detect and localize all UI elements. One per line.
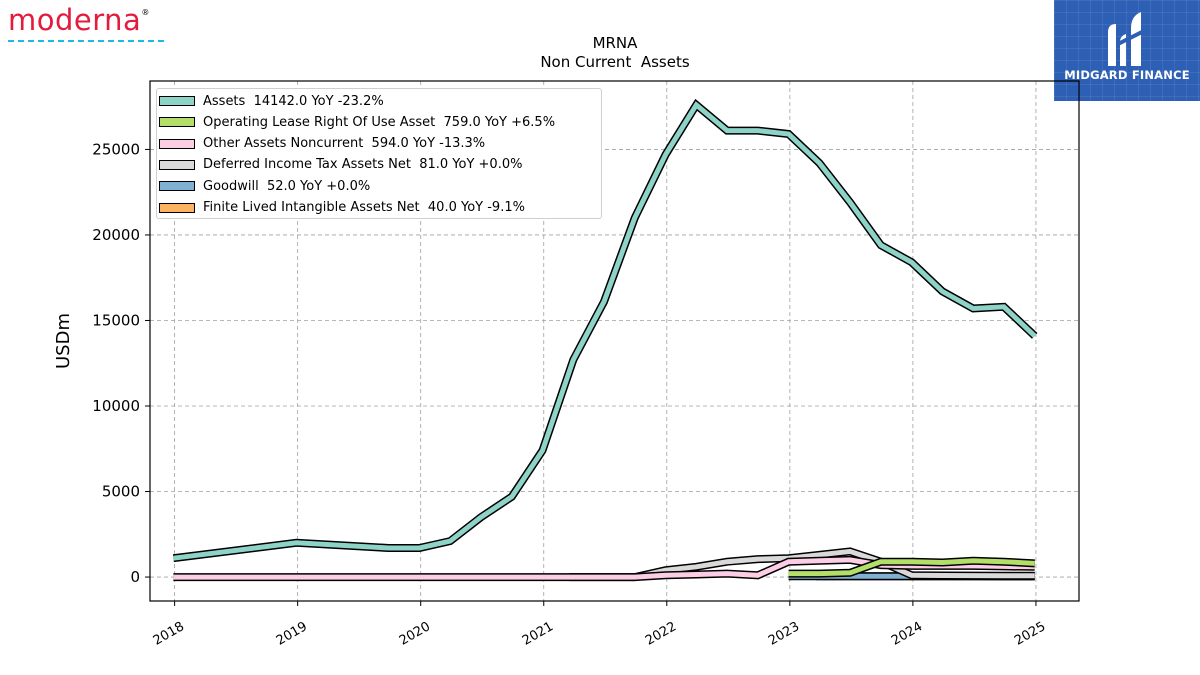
legend-item: Goodwill 52.0 YoY +0.0% (159, 177, 370, 195)
x-tick-label: 2019 (274, 619, 310, 649)
legend-label: Assets 14142.0 YoY -23.2% (203, 93, 384, 109)
x-tick-label: 2020 (397, 619, 433, 649)
moderna-logo-text: moderna (8, 3, 142, 37)
x-tick-label: 2018 (151, 619, 187, 649)
legend-label: Operating Lease Right Of Use Asset 759.0… (203, 114, 556, 130)
chart-title: MRNA (593, 34, 639, 52)
legend-swatch (159, 117, 195, 128)
legend-swatch (159, 181, 195, 192)
legend-label: Other Assets Noncurrent 594.0 YoY -13.3% (203, 136, 486, 152)
legend-label: Finite Lived Intangible Assets Net 40.0 … (203, 200, 525, 215)
legend-swatch (159, 202, 195, 213)
x-tick-label: 2025 (1012, 619, 1048, 649)
series-line-operating-lease-right-of-use-asset (788, 556, 1035, 578)
legend-item: Deferred Income Tax Assets Net 81.0 YoY … (159, 156, 522, 174)
midgard-finance-logo: MIDGARD FINANCE (1054, 0, 1200, 101)
y-tick-label: 25000 (92, 140, 140, 158)
legend-swatch (159, 96, 195, 106)
series-line-deferred-income-tax-assets-net (569, 547, 1035, 582)
legend-label: Deferred Income Tax Assets Net 81.0 YoY … (203, 157, 523, 173)
plot-frame (149, 80, 1080, 602)
series-lines (172, 98, 1038, 582)
y-tick-label: 15000 (92, 311, 140, 329)
y-tick-label: 20000 (92, 226, 140, 244)
midgard-emblem-icon (1108, 12, 1147, 66)
y-tick-label: 0 (130, 568, 140, 586)
legend-item: Operating Lease Right Of Use Asset 759.0… (159, 113, 555, 131)
x-tick-label: 2021 (520, 619, 556, 649)
legend-swatch (159, 159, 195, 170)
legend-label: Goodwill 52.0 YoY +0.0% (203, 178, 371, 194)
logo-background-grid (1054, 0, 1200, 101)
legend-swatch (159, 138, 195, 149)
moderna-logo: moderna® (8, 2, 173, 46)
y-axis-label: USDm (53, 313, 74, 369)
x-tick-label: 2024 (889, 619, 925, 649)
logo-underline (8, 40, 164, 42)
chart-legend: Assets 14142.0 YoY -23.2% Operating Lease… (156, 88, 602, 219)
x-tick-label: 2023 (766, 619, 802, 649)
y-tick-label: 10000 (92, 397, 140, 415)
legend-item: Assets 14142.0 YoY -23.2% (159, 92, 384, 110)
y-tick-label: 5000 (102, 483, 140, 501)
legend-item: Other Assets Noncurrent 594.0 YoY -13.3% (159, 135, 485, 153)
chart-subtitle: Non Current Assets (540, 53, 690, 71)
x-tick-label: 2022 (643, 619, 679, 649)
registered-mark: ® (141, 8, 150, 17)
series-line-assets (172, 98, 1038, 563)
midgard-finance-name: MIDGARD FINANCE (1064, 68, 1190, 82)
legend-item: Finite Lived Intangible Assets Net 40.0 … (159, 199, 525, 217)
